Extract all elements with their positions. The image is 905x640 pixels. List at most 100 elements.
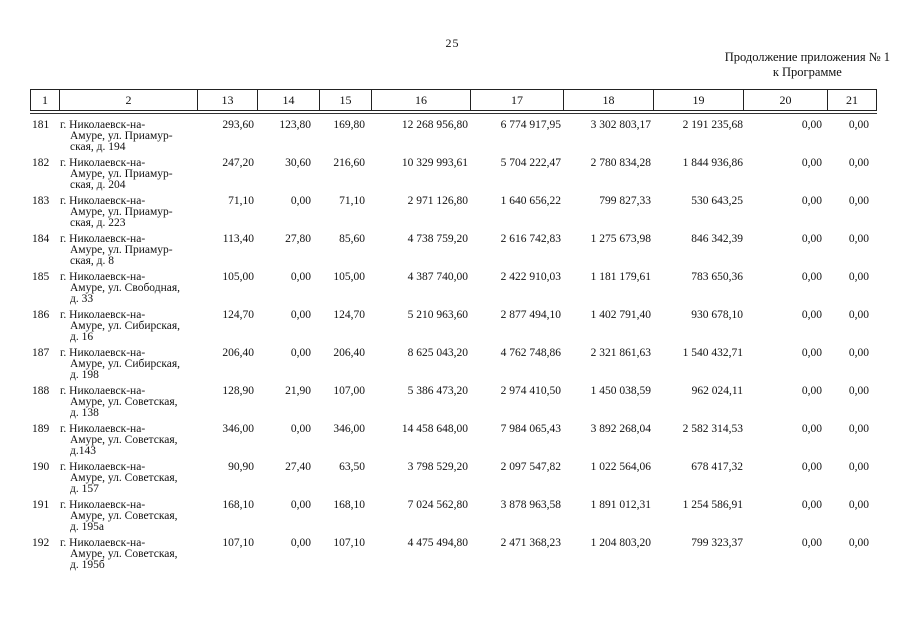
value-cell-col17: 2 616 742,83 bbox=[500, 233, 561, 245]
address-line-1: г. Николаевск-на- bbox=[60, 233, 146, 245]
address-cell: г. Николаевск-на- Амуре, ул. Приамур- ск… bbox=[59, 157, 197, 191]
value-cell-col18: 2 780 834,28 bbox=[590, 157, 651, 169]
address-line-2: Амуре, ул. Сибирская, bbox=[70, 358, 181, 370]
value-cell-col16: 7 024 562,80 bbox=[407, 499, 468, 511]
value-cell-col18: 799 827,33 bbox=[599, 195, 651, 207]
address-cell: г. Николаевск-на- Амуре, ул. Приамур- ск… bbox=[59, 195, 197, 229]
table-row: 187 г. Николаевск-на- Амуре, ул. Сибирск… bbox=[30, 347, 875, 381]
value-cell-col19: 962 024,11 bbox=[691, 385, 743, 397]
value-cell-col18: 1 402 791,40 bbox=[590, 309, 651, 321]
value-cell-col21: 0,00 bbox=[848, 499, 869, 511]
address-line-2: Амуре, ул. Советская, bbox=[70, 548, 178, 560]
address-line-1: г. Николаевск-на- bbox=[60, 271, 146, 283]
value-cell-col13: 105,00 bbox=[222, 271, 254, 283]
value-cell-col16: 10 329 993,61 bbox=[401, 157, 468, 169]
address-line-3: д. 198 bbox=[70, 369, 99, 381]
value-cell-col14: 0,00 bbox=[290, 271, 311, 283]
value-cell-col13: 128,90 bbox=[222, 385, 254, 397]
value-cell-col19: 1 844 936,86 bbox=[682, 157, 743, 169]
value-cell-col17: 1 640 656,22 bbox=[500, 195, 561, 207]
value-cell-col21: 0,00 bbox=[848, 537, 869, 549]
address-line-3: ская, д. 8 bbox=[70, 255, 115, 267]
value-cell-col19: 2 191 235,68 bbox=[682, 119, 743, 131]
value-cell-col13: 346,00 bbox=[222, 423, 254, 435]
value-cell-col15: 85,60 bbox=[339, 233, 365, 245]
value-cell-col20: 0,00 bbox=[801, 271, 822, 283]
address-line-1: г. Николаевск-на- bbox=[60, 385, 146, 397]
address-cell: г. Николаевск-на- Амуре, ул. Советская, … bbox=[59, 499, 197, 533]
address-line-1: г. Николаевск-на- bbox=[60, 309, 146, 321]
value-cell-col17: 2 974 410,50 bbox=[500, 385, 561, 397]
value-cell-col13: 293,60 bbox=[222, 119, 254, 131]
value-cell-col14: 30,60 bbox=[285, 157, 311, 169]
row-number-cell: 183 bbox=[32, 195, 50, 207]
value-cell-col13: 107,10 bbox=[222, 537, 254, 549]
value-cell-col21: 0,00 bbox=[848, 271, 869, 283]
column-header-17: 17 bbox=[471, 90, 564, 110]
value-cell-col20: 0,00 bbox=[801, 347, 822, 359]
value-cell-col20: 0,00 bbox=[801, 537, 822, 549]
address-line-1: г. Николаевск-на- bbox=[60, 461, 146, 473]
value-cell-col20: 0,00 bbox=[801, 385, 822, 397]
table-row: 186 г. Николаевск-на- Амуре, ул. Сибирск… bbox=[30, 309, 875, 343]
value-cell-col14: 0,00 bbox=[290, 537, 311, 549]
address-cell: г. Николаевск-на- Амуре, ул. Приамур- ск… bbox=[59, 233, 197, 267]
value-cell-col18: 2 321 861,63 bbox=[590, 347, 651, 359]
column-header-14: 14 bbox=[258, 90, 320, 110]
address-line-3: д. 138 bbox=[70, 407, 99, 419]
address-cell: г. Николаевск-на- Амуре, ул. Сибирская, … bbox=[59, 309, 197, 343]
value-cell-col19: 530 643,25 bbox=[691, 195, 743, 207]
value-cell-col17: 4 762 748,86 bbox=[500, 347, 561, 359]
address-line-2: Амуре, ул. Советская, bbox=[70, 472, 178, 484]
value-cell-col18: 1 891 012,31 bbox=[590, 499, 651, 511]
value-cell-col18: 1 275 673,98 bbox=[590, 233, 651, 245]
value-cell-col16: 4 738 759,20 bbox=[407, 233, 468, 245]
value-cell-col16: 2 971 126,80 bbox=[407, 195, 468, 207]
value-cell-col14: 123,80 bbox=[279, 119, 311, 131]
table-body: 181 г. Николаевск-на- Амуре, ул. Приамур… bbox=[30, 119, 875, 576]
value-cell-col15: 168,10 bbox=[333, 499, 365, 511]
address-line-2: Амуре, ул. Приамур- bbox=[70, 244, 173, 256]
value-cell-col13: 168,10 bbox=[222, 499, 254, 511]
table-header-row: 1 2 13 14 15 16 17 18 19 20 21 bbox=[30, 89, 877, 111]
value-cell-col14: 0,00 bbox=[290, 499, 311, 511]
page-number: 25 bbox=[445, 36, 460, 50]
value-cell-col21: 0,00 bbox=[848, 309, 869, 321]
value-cell-col21: 0,00 bbox=[848, 233, 869, 245]
value-cell-col13: 90,90 bbox=[228, 461, 254, 473]
address-line-1: г. Николаевск-на- bbox=[60, 499, 146, 511]
row-number-cell: 186 bbox=[32, 309, 50, 321]
column-header-19: 19 bbox=[654, 90, 744, 110]
address-line-3: ская, д. 223 bbox=[70, 217, 126, 229]
value-cell-col13: 206,40 bbox=[222, 347, 254, 359]
value-cell-col18: 1 181 179,61 bbox=[590, 271, 651, 283]
column-header-21: 21 bbox=[846, 93, 858, 107]
value-cell-col14: 0,00 bbox=[290, 423, 311, 435]
column-header-13: 13 bbox=[198, 90, 258, 110]
value-cell-col19: 799 323,37 bbox=[691, 537, 743, 549]
value-cell-col19: 1 540 432,71 bbox=[682, 347, 743, 359]
value-cell-col18: 3 302 803,17 bbox=[590, 119, 651, 131]
value-cell-col17: 2 471 368,23 bbox=[500, 537, 561, 549]
value-cell-col21: 0,00 bbox=[848, 461, 869, 473]
value-cell-col21: 0,00 bbox=[848, 157, 869, 169]
value-cell-col19: 846 342,39 bbox=[691, 233, 743, 245]
column-header-18: 18 bbox=[564, 90, 654, 110]
address-line-2: Амуре, ул. Приамур- bbox=[70, 206, 173, 218]
address-line-2: Амуре, ул. Свободная, bbox=[70, 282, 180, 294]
address-cell: г. Николаевск-на- Амуре, ул. Советская, … bbox=[59, 423, 197, 457]
value-cell-col20: 0,00 bbox=[801, 499, 822, 511]
row-number-cell: 189 bbox=[32, 423, 50, 435]
row-number-cell: 181 bbox=[32, 119, 50, 131]
value-cell-col15: 169,80 bbox=[333, 119, 365, 131]
value-cell-col17: 2 097 547,82 bbox=[500, 461, 561, 473]
value-cell-col19: 783 650,36 bbox=[691, 271, 743, 283]
address-line-2: Амуре, ул. Советская, bbox=[70, 434, 178, 446]
value-cell-col18: 3 892 268,04 bbox=[590, 423, 651, 435]
value-cell-col20: 0,00 bbox=[801, 461, 822, 473]
value-cell-col16: 14 458 648,00 bbox=[401, 423, 468, 435]
address-line-2: Амуре, ул. Сибирская, bbox=[70, 320, 181, 332]
value-cell-col14: 27,80 bbox=[285, 233, 311, 245]
address-cell: г. Николаевск-на- Амуре, ул. Советская, … bbox=[59, 537, 197, 571]
